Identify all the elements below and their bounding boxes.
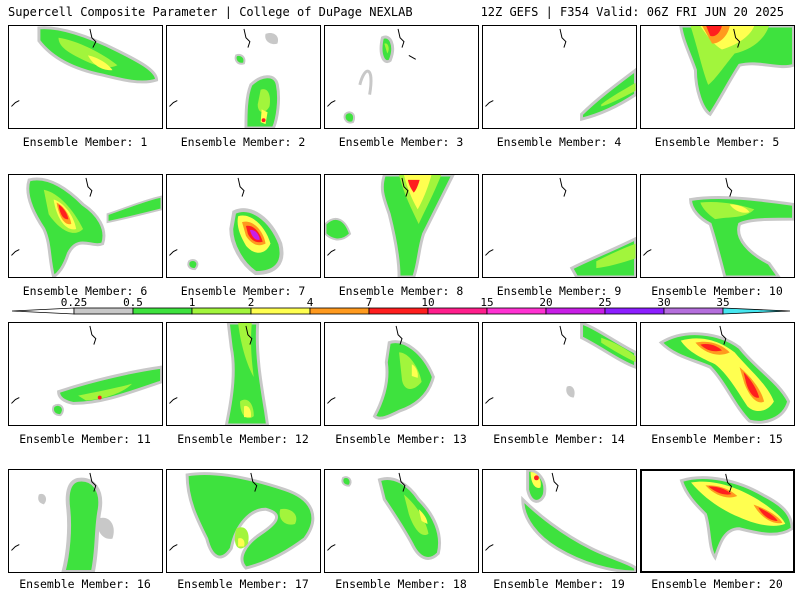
member-panel-20[interactable]: [640, 469, 795, 573]
colorbar-swatch-10: [604, 307, 665, 315]
member-map-20: [679, 473, 793, 561]
member-caption-14: Ensemble Member: 14: [493, 432, 625, 446]
member-panel-18[interactable]: [324, 469, 479, 573]
member-map-3: [327, 28, 416, 124]
member-caption-3: Ensemble Member: 3: [338, 135, 464, 149]
color-scale-bar: 0.25 0.5 1 2 4 7 10 15 20 25 30 35: [11, 296, 791, 315]
colorbar-swatch-7: [427, 307, 488, 315]
member-panel-5[interactable]: [640, 25, 795, 129]
member-map-12: [169, 323, 270, 425]
member-caption-1: Ensemble Member: 1: [22, 135, 148, 149]
member-caption-5: Ensemble Member: 5: [654, 135, 780, 149]
colorbar-tick-label: 1: [189, 296, 196, 309]
member-panel-13[interactable]: [324, 322, 479, 426]
member-map-18: [327, 472, 441, 560]
member-map-6: [11, 177, 162, 277]
member-caption-7: Ensemble Member: 7: [180, 284, 306, 298]
member-panel-7[interactable]: [166, 174, 321, 278]
colorbar-swatch-8: [486, 307, 547, 315]
member-map-4: [485, 28, 636, 122]
colorbar-swatch-6: [368, 307, 429, 315]
member-map-19: [485, 470, 636, 572]
member-caption-17: Ensemble Member: 17: [177, 577, 309, 591]
member-map-13: [327, 325, 435, 420]
member-panel-12[interactable]: [166, 322, 321, 426]
colorbar-swatch-5: [309, 307, 370, 315]
member-map-8: [325, 175, 455, 277]
member-panel-19[interactable]: [482, 469, 637, 573]
colorbar-swatch-4: [250, 307, 311, 315]
member-caption-4: Ensemble Member: 4: [496, 135, 622, 149]
member-panel-6[interactable]: [8, 174, 163, 278]
member-panel-3[interactable]: [324, 25, 479, 129]
member-caption-20: Ensemble Member: 20: [651, 577, 783, 591]
member-map-7: [169, 177, 284, 276]
member-caption-10: Ensemble Member: 10: [651, 284, 783, 298]
member-map-10: [643, 177, 794, 277]
member-map-2: [169, 28, 280, 128]
header-title: Supercell Composite Parameter | College …: [8, 5, 413, 19]
colorbar-tick-label: 0.5: [123, 296, 143, 309]
member-caption-12: Ensemble Member: 12: [177, 432, 309, 446]
colorbar-swatch-9: [545, 307, 606, 315]
member-map-11: [11, 325, 162, 417]
colorbar-swatch-11: [663, 307, 724, 315]
member-map-17: [169, 472, 315, 570]
member-caption-18: Ensemble Member: 18: [335, 577, 467, 591]
member-caption-15: Ensemble Member: 15: [651, 432, 783, 446]
member-panel-16[interactable]: [8, 469, 163, 573]
header-valid-time: 12Z GEFS | F354 Valid: 06Z FRI JUN 20 20…: [480, 5, 784, 19]
colorbar-tick-label: 0.25: [61, 296, 88, 309]
member-map-1: [11, 26, 159, 107]
member-panel-15[interactable]: [640, 322, 795, 426]
colorbar-tick-label: 4: [307, 296, 314, 309]
member-panel-2[interactable]: [166, 25, 321, 129]
member-panel-1[interactable]: [8, 25, 163, 129]
member-caption-2: Ensemble Member: 2: [180, 135, 306, 149]
member-map-14: [485, 323, 636, 404]
colorbar-tick-label: 7: [366, 296, 373, 309]
member-caption-6: Ensemble Member: 6: [22, 284, 148, 298]
colorbar-tick-label: 10: [421, 296, 434, 309]
colorbar-tick-label: 15: [480, 296, 493, 309]
colorbar-swatch-12: [722, 307, 791, 315]
colorbar-swatch-3: [191, 307, 252, 315]
member-map-15: [658, 325, 791, 424]
member-caption-16: Ensemble Member: 16: [19, 577, 151, 591]
member-caption-8: Ensemble Member: 8: [338, 284, 464, 298]
member-panel-9[interactable]: [482, 174, 637, 278]
member-panel-14[interactable]: [482, 322, 637, 426]
member-map-5: [679, 26, 794, 117]
member-panel-8[interactable]: [324, 174, 479, 278]
member-map-9: [485, 177, 636, 277]
colorbar-tick-label: 2: [248, 296, 255, 309]
colorbar-tick-label: 20: [539, 296, 552, 309]
member-panel-11[interactable]: [8, 322, 163, 426]
colorbar-tick-label: 35: [716, 296, 729, 309]
member-caption-13: Ensemble Member: 13: [335, 432, 467, 446]
colorbar-tick-label: 25: [598, 296, 611, 309]
member-caption-19: Ensemble Member: 19: [493, 577, 625, 591]
member-panel-4[interactable]: [482, 25, 637, 129]
member-panel-17[interactable]: [166, 469, 321, 573]
member-panel-10[interactable]: [640, 174, 795, 278]
member-map-16: [11, 472, 114, 572]
colorbar-tick-label: 30: [657, 296, 670, 309]
member-caption-11: Ensemble Member: 11: [19, 432, 151, 446]
color-scale-legend: 0.25 0.5 1 2 4 7 10 15 20 25 30 35: [11, 296, 791, 320]
member-caption-9: Ensemble Member: 9: [496, 284, 622, 298]
